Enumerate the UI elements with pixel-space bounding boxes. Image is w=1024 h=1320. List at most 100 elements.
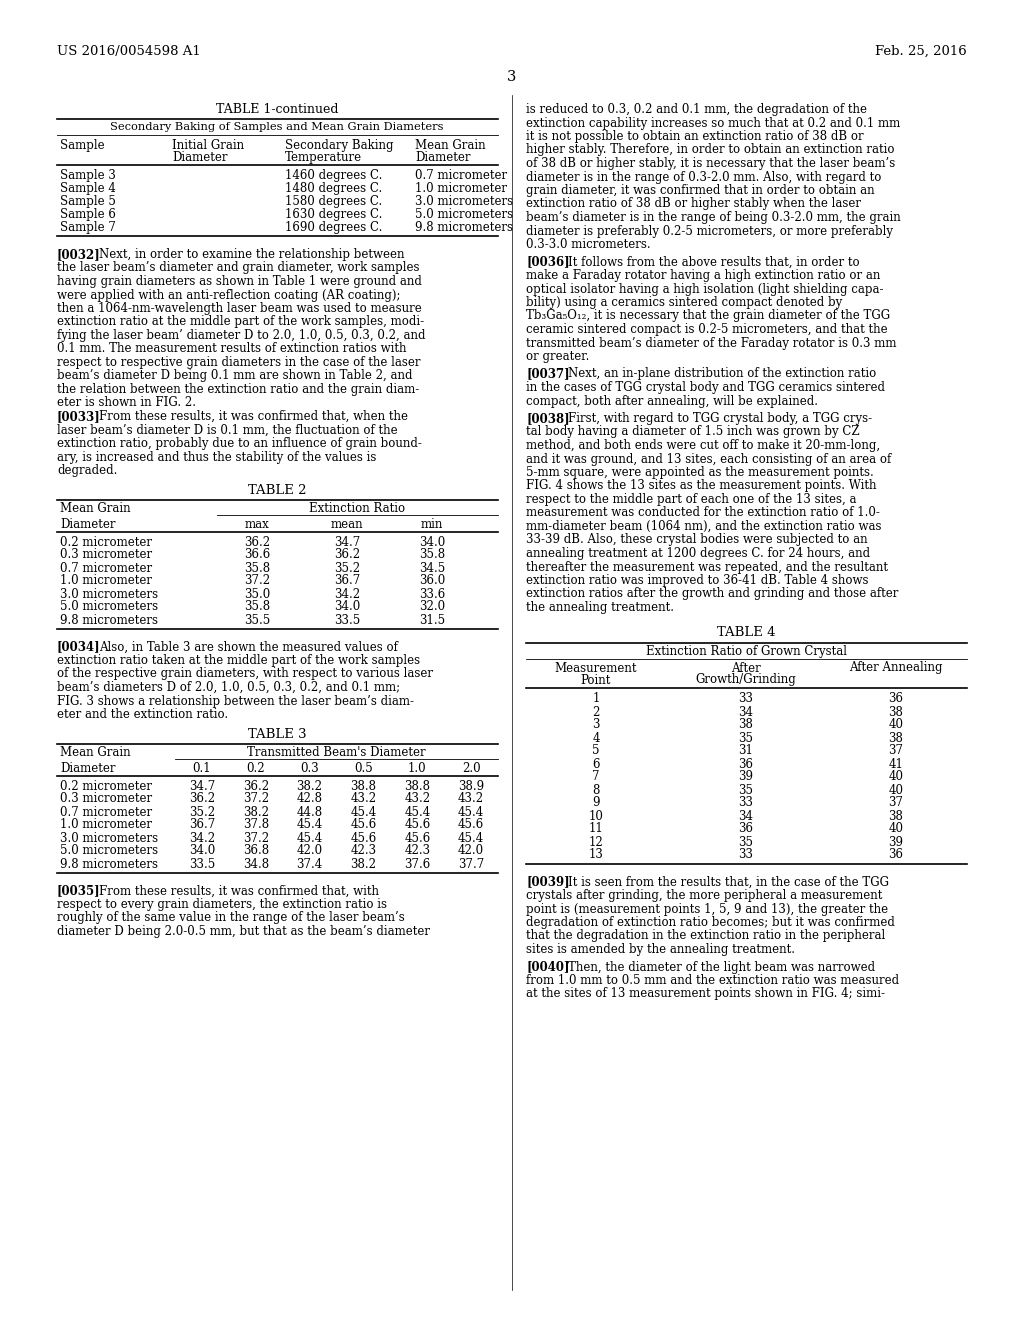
Text: [0034]: [0034] — [57, 640, 100, 653]
Text: 34: 34 — [738, 809, 754, 822]
Text: Sample: Sample — [60, 139, 104, 152]
Text: 8: 8 — [592, 784, 600, 796]
Text: 5-mm square, were appointed as the measurement points.: 5-mm square, were appointed as the measu… — [526, 466, 873, 479]
Text: Growth/Grinding: Growth/Grinding — [695, 673, 797, 686]
Text: respect to the middle part of each one of the 13 sites, a: respect to the middle part of each one o… — [526, 492, 856, 506]
Text: 0.7 micrometer: 0.7 micrometer — [60, 561, 153, 574]
Text: 31.5: 31.5 — [419, 614, 445, 627]
Text: the annealing treatment.: the annealing treatment. — [526, 601, 674, 614]
Text: Mean Grain: Mean Grain — [60, 747, 131, 759]
Text: 5.0 micrometers: 5.0 micrometers — [60, 845, 158, 858]
Text: diameter D being 2.0-0.5 mm, but that as the beam’s diameter: diameter D being 2.0-0.5 mm, but that as… — [57, 925, 430, 939]
Text: 34.0: 34.0 — [419, 536, 445, 549]
Text: having grain diameters as shown in Table 1 were ground and: having grain diameters as shown in Table… — [57, 275, 422, 288]
Text: max: max — [245, 517, 269, 531]
Text: tal body having a diameter of 1.5 inch was grown by CZ: tal body having a diameter of 1.5 inch w… — [526, 425, 859, 438]
Text: Temperature: Temperature — [285, 150, 362, 164]
Text: From these results, it was confirmed that, when the: From these results, it was confirmed tha… — [99, 411, 408, 422]
Text: and it was ground, and 13 sites, each consisting of an area of: and it was ground, and 13 sites, each co… — [526, 453, 891, 466]
Text: crystals after grinding, the more peripheral a measurement: crystals after grinding, the more periph… — [526, 888, 883, 902]
Text: 6: 6 — [592, 758, 600, 771]
Text: Secondary Baking of Samples and Mean Grain Diameters: Secondary Baking of Samples and Mean Gra… — [111, 121, 443, 132]
Text: 34.8: 34.8 — [243, 858, 269, 870]
Text: 9.8 micrometers: 9.8 micrometers — [60, 614, 158, 627]
Text: 11: 11 — [589, 822, 603, 836]
Text: Then, the diameter of the light beam was narrowed: Then, the diameter of the light beam was… — [568, 961, 876, 974]
Text: 45.4: 45.4 — [458, 805, 484, 818]
Text: 1.0: 1.0 — [408, 762, 427, 775]
Text: 34.7: 34.7 — [188, 780, 215, 792]
Text: 45.6: 45.6 — [350, 818, 377, 832]
Text: respect to respective grain diameters in the case of the laser: respect to respective grain diameters in… — [57, 356, 421, 370]
Text: the laser beam’s diameter and grain diameter, work samples: the laser beam’s diameter and grain diam… — [57, 261, 420, 275]
Text: 36.2: 36.2 — [334, 549, 360, 561]
Text: 37.2: 37.2 — [243, 792, 269, 805]
Text: TABLE 1-continued: TABLE 1-continued — [216, 103, 338, 116]
Text: 35.5: 35.5 — [244, 614, 270, 627]
Text: 5.0 micrometers: 5.0 micrometers — [415, 209, 513, 220]
Text: 9.8 micrometers: 9.8 micrometers — [60, 858, 158, 870]
Text: Sample 7: Sample 7 — [60, 220, 116, 234]
Text: measurement was conducted for the extinction ratio of 1.0-: measurement was conducted for the extinc… — [526, 507, 880, 520]
Text: diameter is in the range of 0.3-2.0 mm. Also, with regard to: diameter is in the range of 0.3-2.0 mm. … — [526, 170, 882, 183]
Text: 9.8 micrometers: 9.8 micrometers — [415, 220, 513, 234]
Text: 0.2 micrometer: 0.2 micrometer — [60, 780, 152, 792]
Text: ceramic sintered compact is 0.2-5 micrometers, and that the: ceramic sintered compact is 0.2-5 microm… — [526, 323, 888, 337]
Text: 42.3: 42.3 — [350, 845, 377, 858]
Text: Next, an in-plane distribution of the extinction ratio: Next, an in-plane distribution of the ex… — [568, 367, 877, 380]
Text: 1.0 micrometer: 1.0 micrometer — [60, 818, 152, 832]
Text: Diameter: Diameter — [60, 762, 116, 775]
Text: 40: 40 — [889, 718, 903, 731]
Text: point is (measurement points 1, 5, 9 and 13), the greater the: point is (measurement points 1, 5, 9 and… — [526, 903, 888, 916]
Text: 36.7: 36.7 — [188, 818, 215, 832]
Text: 9: 9 — [592, 796, 600, 809]
Text: 36.0: 36.0 — [419, 574, 445, 587]
Text: 35: 35 — [738, 836, 754, 849]
Text: 39: 39 — [889, 836, 903, 849]
Text: Diameter: Diameter — [60, 517, 116, 531]
Text: 35.2: 35.2 — [334, 561, 360, 574]
Text: [0036]: [0036] — [526, 256, 569, 268]
Text: 36.2: 36.2 — [244, 536, 270, 549]
Text: 38.2: 38.2 — [243, 805, 268, 818]
Text: of 38 dB or higher stably, it is necessary that the laser beam’s: of 38 dB or higher stably, it is necessa… — [526, 157, 895, 170]
Text: that the degradation in the extinction ratio in the peripheral: that the degradation in the extinction r… — [526, 929, 886, 942]
Text: 31: 31 — [738, 744, 754, 758]
Text: 1630 degrees C.: 1630 degrees C. — [285, 209, 382, 220]
Text: 7: 7 — [592, 771, 600, 784]
Text: laser beam’s diameter D is 0.1 mm, the fluctuation of the: laser beam’s diameter D is 0.1 mm, the f… — [57, 424, 397, 437]
Text: 0.3-3.0 micrometers.: 0.3-3.0 micrometers. — [526, 238, 650, 251]
Text: 34.5: 34.5 — [419, 561, 445, 574]
Text: 0.2: 0.2 — [247, 762, 265, 775]
Text: Point: Point — [581, 673, 611, 686]
Text: 38: 38 — [889, 731, 903, 744]
Text: 38.8: 38.8 — [350, 780, 377, 792]
Text: 37.8: 37.8 — [243, 818, 269, 832]
Text: 33-39 dB. Also, these crystal bodies were subjected to an: 33-39 dB. Also, these crystal bodies wer… — [526, 533, 867, 546]
Text: 3.0 micrometers: 3.0 micrometers — [60, 832, 158, 845]
Text: After: After — [731, 661, 761, 675]
Text: or greater.: or greater. — [526, 350, 590, 363]
Text: 35.2: 35.2 — [188, 805, 215, 818]
Text: make a Faraday rotator having a high extinction ratio or an: make a Faraday rotator having a high ext… — [526, 269, 881, 282]
Text: Mean Grain: Mean Grain — [60, 503, 131, 516]
Text: 0.1 mm. The measurement results of extinction ratios with: 0.1 mm. The measurement results of extin… — [57, 342, 407, 355]
Text: 34.7: 34.7 — [334, 536, 360, 549]
Text: Extinction Ratio: Extinction Ratio — [309, 503, 406, 516]
Text: 34.0: 34.0 — [188, 845, 215, 858]
Text: 1690 degrees C.: 1690 degrees C. — [285, 220, 382, 234]
Text: Tb₃Ga₅O₁₂, it is necessary that the grain diameter of the TGG: Tb₃Ga₅O₁₂, it is necessary that the grai… — [526, 309, 890, 322]
Text: 42.3: 42.3 — [404, 845, 430, 858]
Text: 45.6: 45.6 — [404, 832, 430, 845]
Text: 37: 37 — [889, 796, 903, 809]
Text: 38: 38 — [738, 718, 754, 731]
Text: 1460 degrees C.: 1460 degrees C. — [285, 169, 382, 182]
Text: 36.2: 36.2 — [243, 780, 269, 792]
Text: extinction ratio, probably due to an influence of grain bound-: extinction ratio, probably due to an inf… — [57, 437, 422, 450]
Text: 0.3 micrometer: 0.3 micrometer — [60, 549, 153, 561]
Text: 43.2: 43.2 — [458, 792, 484, 805]
Text: 5.0 micrometers: 5.0 micrometers — [60, 601, 158, 614]
Text: First, with regard to TGG crystal body, a TGG crys-: First, with regard to TGG crystal body, … — [568, 412, 872, 425]
Text: fying the laser beam’ diameter D to 2.0, 1.0, 0.5, 0.3, 0.2, and: fying the laser beam’ diameter D to 2.0,… — [57, 329, 426, 342]
Text: Measurement: Measurement — [555, 661, 637, 675]
